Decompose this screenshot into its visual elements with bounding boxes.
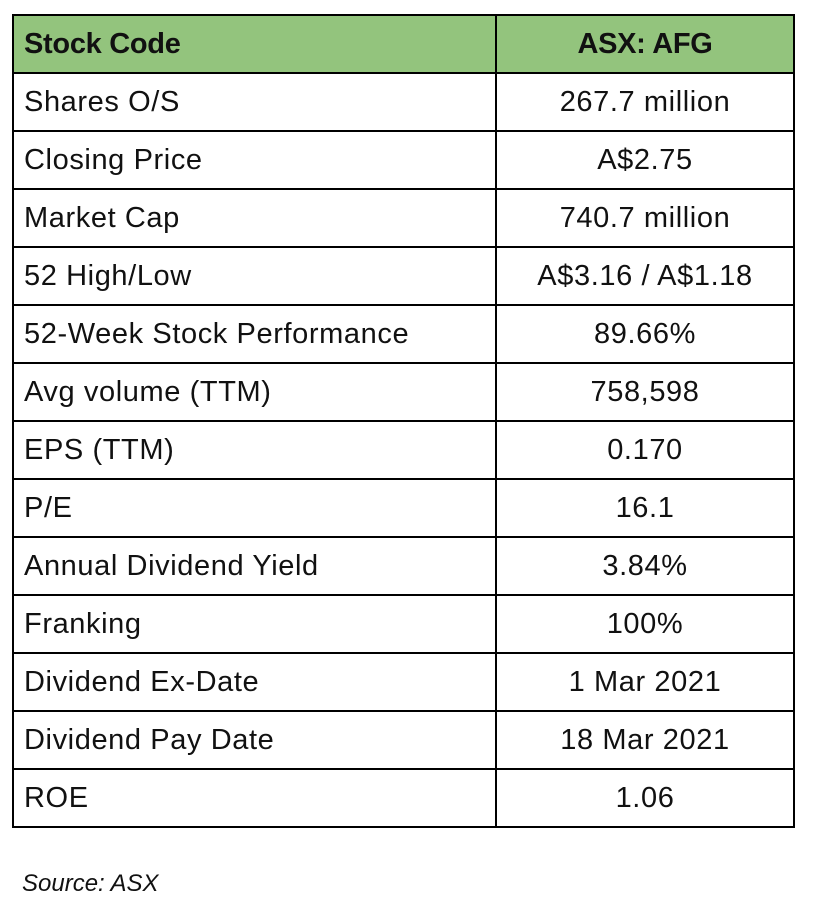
row-value: 89.66% bbox=[495, 304, 795, 364]
source-note: Source: ASX bbox=[22, 870, 159, 897]
row-label: Dividend Pay Date bbox=[12, 710, 497, 770]
table-row: Annual Dividend Yield 3.84% bbox=[12, 536, 795, 596]
row-value: 0.170 bbox=[495, 420, 795, 480]
table-row: Dividend Ex-Date 1 Mar 2021 bbox=[12, 652, 795, 712]
row-label: Avg volume (TTM) bbox=[12, 362, 497, 422]
row-label: ROE bbox=[12, 768, 497, 828]
row-value: 100% bbox=[495, 594, 795, 654]
row-value: A$3.16 / A$1.18 bbox=[495, 246, 795, 306]
row-label: Franking bbox=[12, 594, 497, 654]
table-row: Avg volume (TTM) 758,598 bbox=[12, 362, 795, 422]
row-value: A$2.75 bbox=[495, 130, 795, 190]
table-header-row: Stock Code ASX: AFG bbox=[12, 14, 795, 74]
row-value: 758,598 bbox=[495, 362, 795, 422]
table-row: Closing Price A$2.75 bbox=[12, 130, 795, 190]
row-label: Annual Dividend Yield bbox=[12, 536, 497, 596]
table-row: ROE 1.06 bbox=[12, 768, 795, 828]
row-value: 18 Mar 2021 bbox=[495, 710, 795, 770]
table-row: Franking 100% bbox=[12, 594, 795, 654]
header-value: ASX: AFG bbox=[495, 14, 795, 74]
table-row: Market Cap 740.7 million bbox=[12, 188, 795, 248]
row-label: Closing Price bbox=[12, 130, 497, 190]
row-label: 52-Week Stock Performance bbox=[12, 304, 497, 364]
row-label: Market Cap bbox=[12, 188, 497, 248]
row-label: P/E bbox=[12, 478, 497, 538]
row-value: 740.7 million bbox=[495, 188, 795, 248]
table-row: Dividend Pay Date 18 Mar 2021 bbox=[12, 710, 795, 770]
row-value: 3.84% bbox=[495, 536, 795, 596]
table-row: 52-Week Stock Performance 89.66% bbox=[12, 304, 795, 364]
stock-info-table: Stock Code ASX: AFG Shares O/S 267.7 mill… bbox=[12, 14, 795, 828]
row-label: 52 High/Low bbox=[12, 246, 497, 306]
row-value: 1.06 bbox=[495, 768, 795, 828]
table-row: Shares O/S 267.7 million bbox=[12, 72, 795, 132]
header-label: Stock Code bbox=[12, 14, 497, 74]
row-value: 16.1 bbox=[495, 478, 795, 538]
row-value: 267.7 million bbox=[495, 72, 795, 132]
row-label: EPS (TTM) bbox=[12, 420, 497, 480]
table-row: EPS (TTM) 0.170 bbox=[12, 420, 795, 480]
row-label: Shares O/S bbox=[12, 72, 497, 132]
row-label: Dividend Ex-Date bbox=[12, 652, 497, 712]
table-row: 52 High/Low A$3.16 / A$1.18 bbox=[12, 246, 795, 306]
table-row: P/E 16.1 bbox=[12, 478, 795, 538]
row-value: 1 Mar 2021 bbox=[495, 652, 795, 712]
